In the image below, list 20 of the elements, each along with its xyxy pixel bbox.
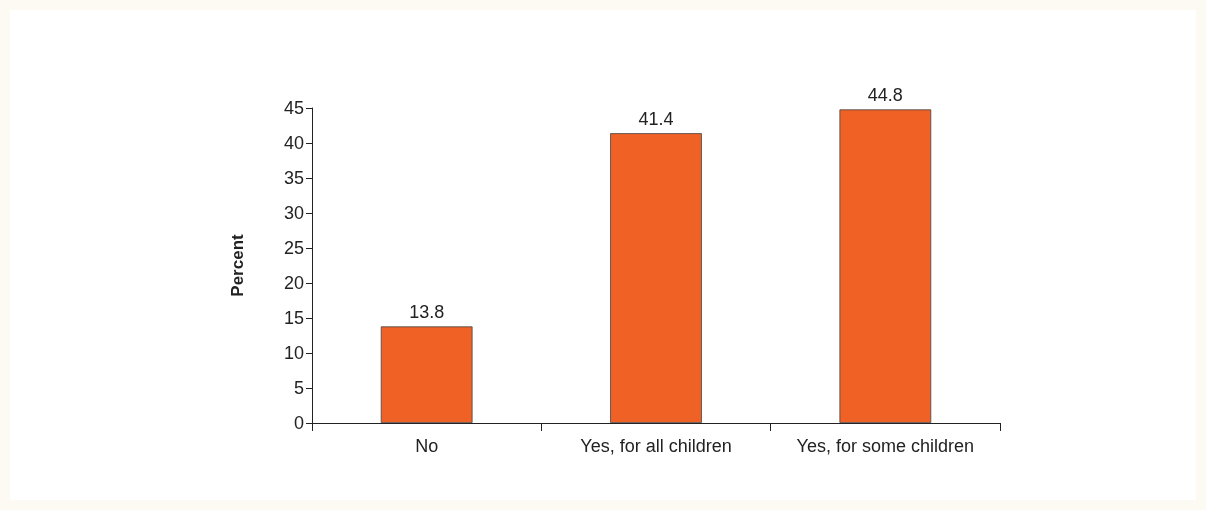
y-tick-label: 10 — [283, 343, 304, 363]
y-tick-label: 15 — [283, 308, 304, 328]
y-tick-label: 35 — [283, 168, 304, 188]
y-tick-label: 5 — [293, 378, 304, 398]
y-tick-label: 45 — [283, 98, 304, 118]
bar — [839, 109, 932, 423]
y-tick-label: 30 — [283, 203, 304, 223]
data-label: 41.4 — [638, 109, 674, 130]
y-tick-label: 0 — [293, 413, 304, 433]
bar — [380, 326, 473, 423]
data-label: 13.8 — [409, 302, 445, 323]
bar — [610, 133, 702, 423]
y-tick-label: 25 — [283, 238, 304, 258]
x-tick-label: No — [415, 436, 439, 456]
data-label: 44.8 — [867, 85, 903, 106]
y-axis-title: Percent — [228, 233, 247, 297]
y-tick-label: 20 — [283, 273, 304, 293]
y-tick-label: 40 — [283, 133, 304, 153]
x-tick-label: Yes, for some children — [796, 436, 975, 456]
x-tick-label: Yes, for all children — [580, 436, 732, 456]
